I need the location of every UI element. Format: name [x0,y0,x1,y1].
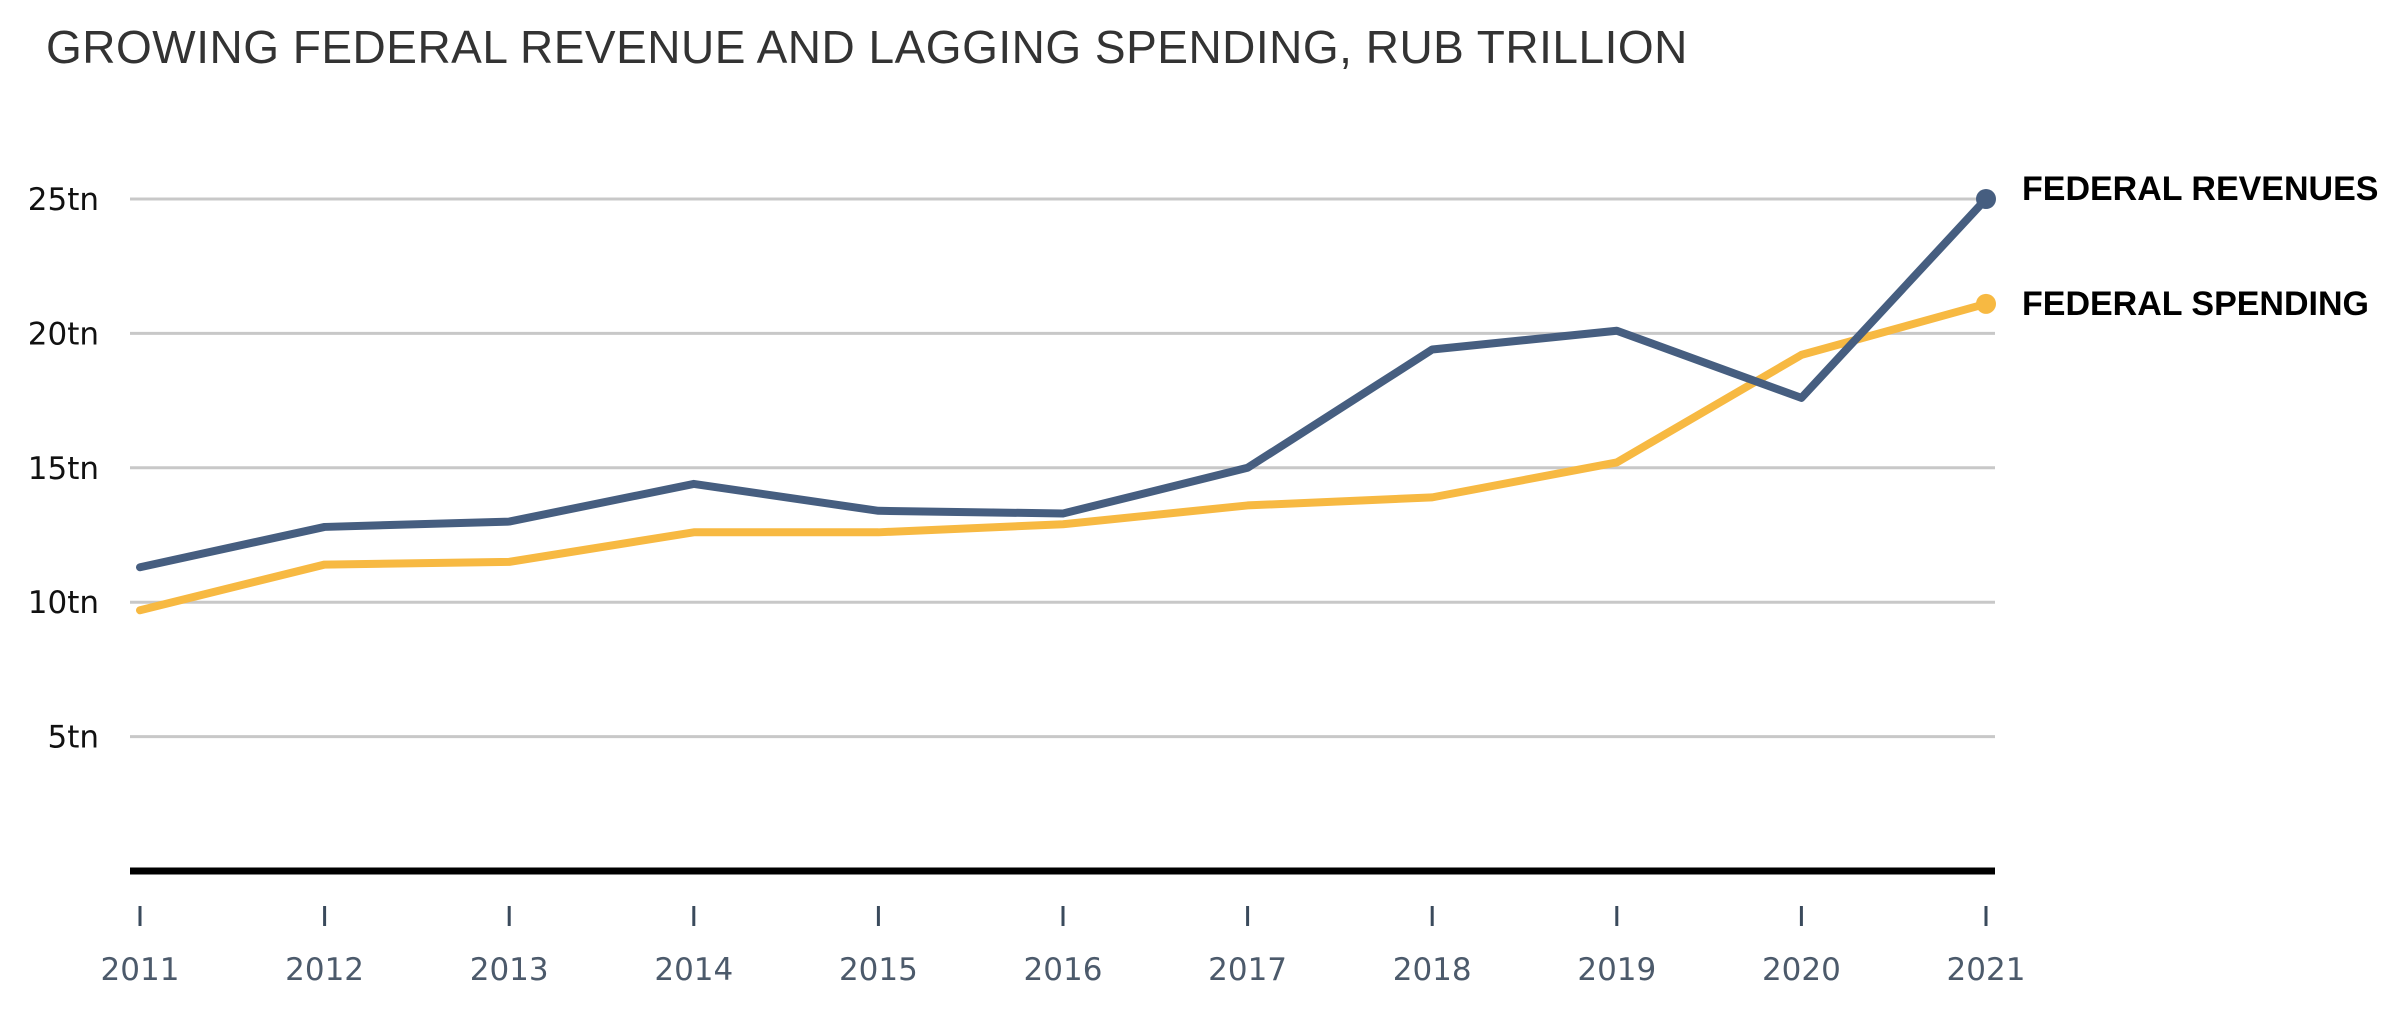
x-tick-label: 2021 [1947,952,2026,988]
series-end-labels: FEDERAL SPENDING FEDERAL REVENUES [2022,170,2378,323]
x-tick-label: 2016 [1024,952,1103,988]
series-line-federal-revenues [136,195,1990,572]
y-tick-label: 25tn [28,182,99,218]
y-tick-label: 15tn [28,451,99,487]
x-tick-label: 2012 [285,952,364,988]
series-end-marker-federal-revenues [1976,189,1996,209]
y-tick-label: 10tn [28,585,99,621]
series-label-federal-spending: FEDERAL SPENDING [2022,285,2369,323]
series-label-federal-revenues: FEDERAL REVENUES [2022,170,2378,208]
x-tick-label: 2011 [101,952,180,988]
x-axis-ticks: 2011 2012 2013 2014 2015 2016 2017 2018 2019 2020… [101,906,2026,988]
x-tick-label: 2017 [1208,952,1287,988]
x-tick-label: 2014 [654,952,733,988]
x-tick-label: 2018 [1393,952,1472,988]
y-tick-label: 20tn [28,316,99,352]
x-tick-label: 2019 [1577,952,1656,988]
x-tick-label: 2013 [470,952,549,988]
series-lines [136,189,1996,615]
x-tick-label: 2015 [839,952,918,988]
gridlines [130,197,1995,739]
chart-title: GROWING FEDERAL REVENUE AND LAGGING SPEN… [46,21,1688,73]
y-axis-ticks: 5tn 10tn 15tn 20tn 25tn [28,182,99,756]
series-line-federal-spending [136,299,1990,615]
y-tick-label: 5tn [47,720,99,756]
x-tick-label: 2020 [1762,952,1841,988]
series-end-marker-federal-spending [1976,293,1996,314]
